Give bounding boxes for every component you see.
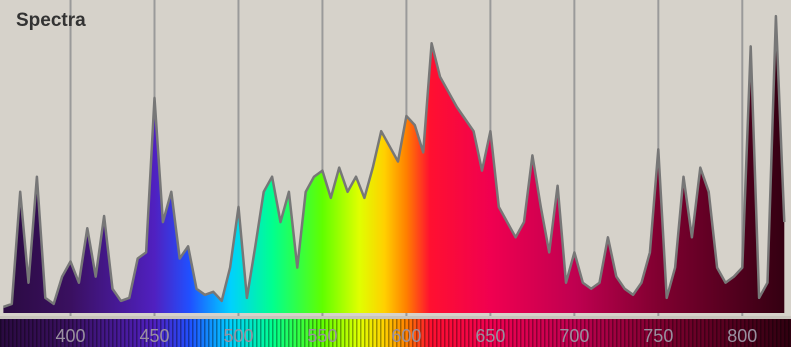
x-tick-label: 450 <box>139 326 169 346</box>
x-tick-label: 650 <box>475 326 505 346</box>
spectrum-area <box>3 16 785 313</box>
x-tick-label: 600 <box>391 326 421 346</box>
x-tick-label: 700 <box>559 326 589 346</box>
chart-title: Spectra <box>16 10 86 31</box>
spectrum-line <box>2 14 786 309</box>
strip-border <box>0 316 791 319</box>
strip-texture <box>0 318 791 347</box>
x-tick-label: 550 <box>307 326 337 346</box>
x-tick-label: 800 <box>727 326 757 346</box>
x-tick-label: 500 <box>223 326 253 346</box>
x-tick-label: 400 <box>56 326 86 346</box>
x-tick-label: 750 <box>643 326 673 346</box>
